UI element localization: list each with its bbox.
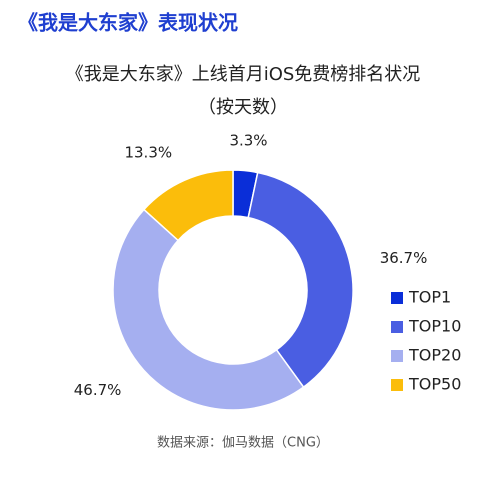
legend-swatch	[391, 321, 403, 333]
legend-swatch	[391, 379, 403, 391]
legend-label: TOP20	[408, 346, 461, 365]
legend-label: TOP1	[408, 288, 451, 307]
data-label: 36.7%	[380, 249, 428, 267]
legend-swatch	[391, 350, 403, 362]
header-title: 《我是大东家》表现状况	[18, 11, 238, 35]
legend-label: TOP10	[408, 317, 461, 336]
donut-slice	[247, 171, 354, 389]
source-note: 数据来源：伽马数据（CNG）	[157, 436, 329, 451]
data-label: 46.7%	[74, 381, 122, 399]
data-label: 3.3%	[229, 131, 267, 149]
donut-slice	[142, 169, 234, 242]
legend-label: TOP50	[408, 375, 461, 394]
donut-slice	[112, 208, 305, 411]
data-label: 13.3%	[124, 143, 172, 161]
chart-title: 《我是大东家》上线首月iOS免费榜排名状况	[66, 64, 421, 85]
chart-subtitle: （按天数）	[198, 97, 288, 118]
legend-swatch	[391, 292, 403, 304]
